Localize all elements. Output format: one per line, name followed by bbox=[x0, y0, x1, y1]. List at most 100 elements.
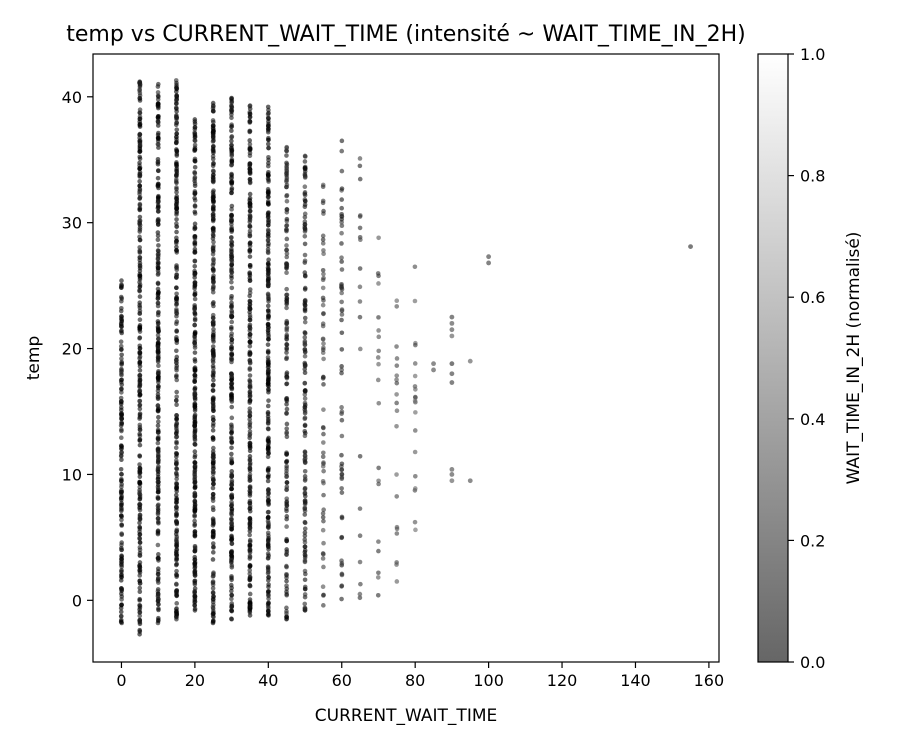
data-point bbox=[137, 80, 142, 86]
data-point bbox=[302, 233, 308, 239]
data-point bbox=[137, 317, 143, 323]
data-point bbox=[265, 478, 271, 484]
data-point bbox=[266, 609, 271, 614]
data-point bbox=[119, 347, 124, 353]
y-tick-label: 20 bbox=[62, 340, 82, 359]
data-point bbox=[394, 562, 399, 567]
data-point bbox=[156, 168, 161, 174]
data-point bbox=[229, 592, 235, 598]
data-point bbox=[210, 574, 216, 579]
data-point bbox=[119, 556, 124, 561]
data-point bbox=[320, 336, 326, 342]
data-point bbox=[302, 211, 308, 217]
data-point bbox=[137, 273, 143, 279]
data-point bbox=[210, 485, 216, 491]
data-point bbox=[210, 289, 216, 295]
data-point bbox=[339, 409, 345, 414]
data-point bbox=[449, 320, 455, 326]
data-point bbox=[192, 345, 198, 350]
data-point bbox=[266, 137, 271, 143]
data-point bbox=[192, 423, 197, 428]
data-point bbox=[302, 577, 308, 583]
data-point bbox=[229, 300, 234, 306]
data-point bbox=[174, 568, 179, 574]
data-point bbox=[229, 246, 234, 252]
data-point bbox=[284, 145, 289, 151]
data-point bbox=[265, 571, 271, 576]
data-point bbox=[156, 580, 161, 585]
data-point bbox=[174, 543, 179, 548]
data-point bbox=[192, 502, 198, 507]
data-point bbox=[302, 540, 308, 545]
data-point bbox=[174, 424, 179, 429]
data-point bbox=[174, 365, 179, 371]
data-point bbox=[118, 343, 124, 349]
data-point bbox=[412, 298, 418, 304]
data-point bbox=[266, 293, 271, 298]
data-point bbox=[118, 617, 124, 623]
data-point bbox=[357, 591, 363, 597]
data-point bbox=[229, 533, 234, 539]
data-point bbox=[137, 194, 143, 200]
data-point bbox=[266, 201, 271, 207]
data-point bbox=[247, 521, 253, 527]
data-point bbox=[119, 513, 124, 518]
data-point bbox=[302, 221, 308, 227]
data-point bbox=[192, 378, 197, 383]
data-point bbox=[155, 102, 161, 107]
x-axis-label: CURRENT_WAIT_TIME bbox=[315, 706, 498, 726]
data-point bbox=[137, 336, 142, 341]
data-point bbox=[266, 119, 271, 124]
data-point bbox=[155, 159, 161, 165]
data-point bbox=[247, 610, 253, 615]
data-point bbox=[321, 356, 326, 362]
data-point bbox=[284, 480, 290, 485]
data-point bbox=[118, 491, 124, 497]
data-point bbox=[137, 346, 143, 351]
data-point bbox=[339, 138, 345, 144]
data-point bbox=[265, 372, 271, 377]
data-point bbox=[155, 332, 161, 338]
data-point bbox=[302, 468, 308, 474]
data-point bbox=[284, 434, 290, 440]
data-point bbox=[210, 475, 216, 480]
data-point bbox=[155, 84, 161, 89]
data-point bbox=[302, 486, 308, 492]
data-point bbox=[119, 377, 124, 383]
data-point bbox=[156, 243, 161, 248]
data-point bbox=[119, 572, 124, 577]
data-point bbox=[229, 214, 234, 219]
data-point bbox=[320, 302, 326, 308]
data-point bbox=[247, 270, 252, 275]
data-point bbox=[265, 322, 271, 328]
data-point bbox=[247, 293, 252, 299]
data-point bbox=[211, 195, 216, 200]
data-point bbox=[174, 221, 179, 226]
data-point bbox=[174, 194, 180, 199]
data-point bbox=[229, 536, 234, 542]
data-point bbox=[192, 131, 198, 137]
data-point bbox=[229, 451, 234, 457]
data-point bbox=[192, 242, 198, 248]
data-point bbox=[211, 597, 216, 602]
data-point bbox=[265, 282, 271, 287]
data-point bbox=[302, 342, 308, 348]
data-point bbox=[155, 571, 161, 577]
data-point bbox=[265, 330, 271, 336]
data-point bbox=[137, 512, 143, 518]
data-point bbox=[210, 358, 216, 363]
data-point bbox=[137, 427, 143, 432]
data-point bbox=[119, 508, 124, 514]
data-point bbox=[156, 575, 161, 581]
scatter-column bbox=[155, 81, 161, 626]
data-point bbox=[284, 167, 289, 172]
data-point bbox=[284, 459, 289, 465]
data-point bbox=[247, 343, 253, 349]
data-point bbox=[192, 557, 198, 562]
data-point bbox=[137, 264, 143, 269]
data-point bbox=[321, 431, 326, 437]
data-point bbox=[156, 142, 161, 147]
data-point bbox=[302, 370, 308, 376]
data-point bbox=[174, 413, 179, 418]
data-point bbox=[302, 307, 308, 312]
